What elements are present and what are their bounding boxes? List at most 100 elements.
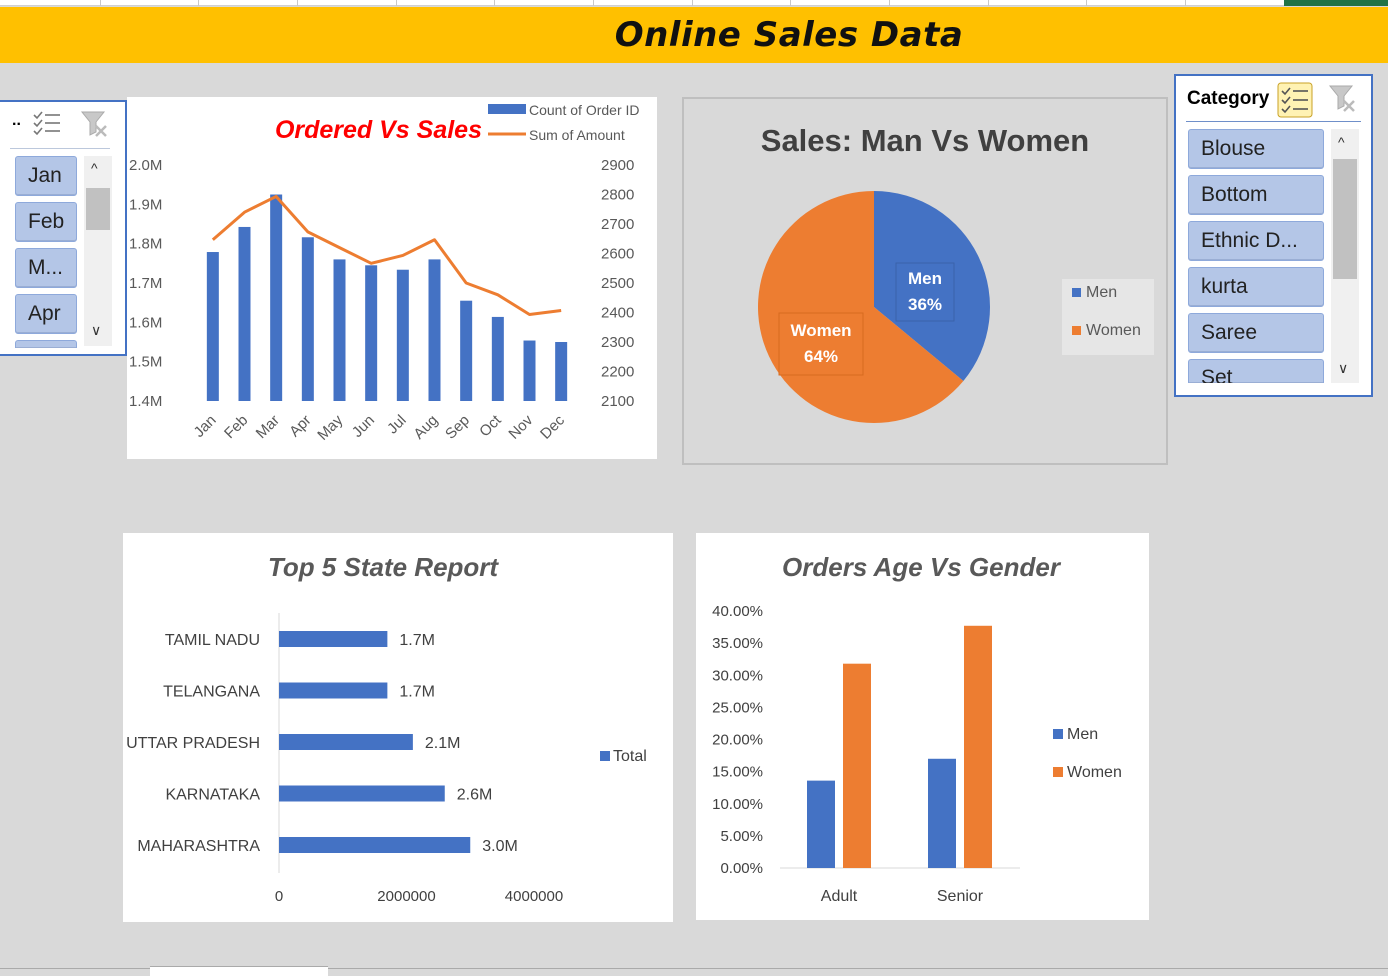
x-tick-label: Jan: [191, 412, 220, 441]
scroll-down-arrow-icon[interactable]: ∨: [1338, 360, 1349, 376]
x-tick-label: May: [314, 411, 346, 443]
bar-jun: [365, 265, 378, 401]
legend-label-amount: Sum of Amount: [529, 127, 625, 143]
state-data-label: 1.7M: [399, 684, 435, 701]
state-category-label: TELANGANA: [163, 684, 260, 701]
bar-apr: [301, 237, 314, 401]
pie-legend-swatch: [1072, 326, 1081, 335]
multi-select-icon[interactable]: [32, 110, 62, 136]
age-bar-men-adult: [807, 780, 835, 868]
y-left-tick-label: 1.7M: [129, 275, 162, 292]
bar-mar: [270, 194, 283, 401]
state-bar: [279, 682, 388, 699]
month-slicer-item-apr[interactable]: Apr: [15, 294, 77, 334]
orders-age-vs-gender-chart[interactable]: Orders Age Vs Gender 0.00% 5.00% 10.00% 15.0…: [696, 533, 1149, 920]
state-x-tick-label: 2000000: [377, 888, 435, 905]
y-right-tick-label: 2600: [601, 246, 634, 263]
scroll-up-arrow-icon[interactable]: ^: [1338, 134, 1345, 150]
legend-swatch-count: [488, 104, 526, 114]
ordered-vs-sales-chart[interactable]: Ordered Vs Sales 1.4M 1.5M 1.6M 1.7M 1.8M 1.9M…: [127, 97, 657, 459]
sheet-tab-bar-line: [0, 968, 1388, 969]
title-banner: Online Sales Data: [0, 7, 1388, 63]
age-y-tick-label: 10.00%: [712, 796, 763, 813]
x-tick-label: Nov: [505, 411, 536, 442]
age-gender-svg: Orders Age Vs Gender 0.00% 5.00% 10.00% 15.0…: [712, 552, 1122, 905]
y-left-tick-label: 1.8M: [129, 236, 162, 253]
bar-oct: [491, 316, 504, 401]
age-y-tick-label: 15.00%: [712, 764, 763, 781]
category-item-set[interactable]: Set: [1188, 359, 1324, 383]
category-slicer-scrollbar[interactable]: [1331, 129, 1359, 383]
age-y-tick-label: 30.00%: [712, 667, 763, 684]
month-slicer-scrollbar[interactable]: [84, 156, 112, 346]
month-slicer-item-feb[interactable]: Feb: [15, 202, 77, 242]
month-slicer[interactable]: .. Jan Feb M... Apr ^ ∨: [0, 100, 127, 356]
category-item-ethnic-dress[interactable]: Ethnic D...: [1188, 221, 1324, 261]
sales-men-vs-women-chart[interactable]: Sales: Man Vs Women Men 36% Women 64% Men Wome…: [682, 97, 1168, 465]
top-5-state-report-chart[interactable]: Top 5 State Report TAMIL NADU 1.7M TELANGAN…: [123, 533, 673, 922]
pie-legend-label: Men: [1086, 284, 1117, 301]
y-right-tick-label: 2100: [601, 393, 634, 410]
age-y-tick-label: 20.00%: [712, 732, 763, 749]
scroll-down-arrow-icon[interactable]: ∨: [91, 322, 102, 338]
state-bar: [279, 785, 445, 802]
y-left-tick-label: 1.4M: [129, 393, 162, 410]
category-item-saree[interactable]: Saree: [1188, 313, 1324, 353]
legend-label-count: Count of Order ID: [529, 102, 640, 118]
x-tick-label: Mar: [253, 412, 283, 442]
month-slicer-item-jan[interactable]: Jan: [15, 156, 77, 196]
pie-legend-label: Women: [1086, 322, 1141, 339]
state-category-label: MAHARASHTRA: [137, 838, 260, 855]
month-slicer-item-mar[interactable]: M...: [15, 248, 77, 288]
age-y-tick-label: 0.00%: [720, 860, 763, 877]
y-right-tick-label: 2300: [601, 334, 634, 351]
state-legend-swatch: [600, 751, 610, 761]
pie-label-box-men: [895, 262, 955, 322]
dashboard-title: Online Sales Data: [614, 15, 964, 55]
category-item-bottom[interactable]: Bottom: [1188, 175, 1324, 215]
bar-nov: [523, 340, 536, 401]
category-item-blouse[interactable]: Blouse: [1188, 129, 1324, 169]
pie-legend-swatch: [1072, 288, 1081, 297]
sheet-tab[interactable]: [150, 966, 328, 976]
month-slicer-header: ..: [12, 112, 21, 129]
category-slicer[interactable]: Category Blouse Bottom Ethnic D... kurta…: [1174, 74, 1373, 397]
pie-label-women-name: Women: [790, 321, 851, 340]
age-y-tick-label: 25.00%: [712, 699, 763, 716]
state-chart-title: Top 5 State Report: [268, 552, 500, 582]
y-right-tick-label: 2800: [601, 187, 634, 204]
bar-sep: [460, 300, 473, 401]
state-data-label: 2.1M: [425, 735, 461, 752]
age-y-tick-label: 5.00%: [720, 828, 763, 845]
bar-feb: [238, 226, 251, 401]
month-slicer-scroll-thumb[interactable]: [86, 188, 110, 230]
category-slicer-scroll-thumb[interactable]: [1333, 159, 1357, 279]
age-y-tick-label: 35.00%: [712, 635, 763, 652]
age-x-tick-label: Senior: [937, 888, 984, 905]
bar-jul: [396, 269, 409, 401]
ordered-vs-sales-svg: Ordered Vs Sales 1.4M 1.5M 1.6M 1.7M 1.8M 1.9M…: [129, 102, 640, 444]
x-tick-label: Aug: [410, 412, 441, 443]
category-item-kurta[interactable]: kurta: [1188, 267, 1324, 307]
clear-filter-icon[interactable]: [80, 110, 110, 138]
state-bar: [279, 631, 388, 647]
scroll-up-arrow-icon[interactable]: ^: [91, 160, 98, 176]
pie-label-box-women: [778, 312, 864, 376]
state-data-label: 1.7M: [399, 632, 435, 649]
state-data-label: 2.6M: [457, 787, 493, 804]
bar-aug: [428, 259, 441, 401]
y-left-tick-label: 2.0M: [129, 157, 162, 174]
multi-select-icon[interactable]: [1277, 82, 1313, 118]
bar-dec: [555, 342, 568, 401]
clear-filter-icon[interactable]: [1328, 84, 1358, 114]
x-tick-label: Feb: [221, 412, 251, 442]
y-right-tick-label: 2900: [601, 157, 634, 174]
y-left-tick-label: 1.9M: [129, 196, 162, 213]
age-legend-swatch: [1053, 729, 1063, 739]
age-bar-women-senior: [964, 625, 992, 868]
bar-may: [333, 259, 346, 401]
pie-label-women-pct: 64%: [804, 347, 838, 366]
state-category-label: UTTAR PRADESH: [126, 735, 260, 752]
month-slicer-item-partial[interactable]: [15, 340, 77, 348]
y-right-tick-label: 2500: [601, 275, 634, 292]
